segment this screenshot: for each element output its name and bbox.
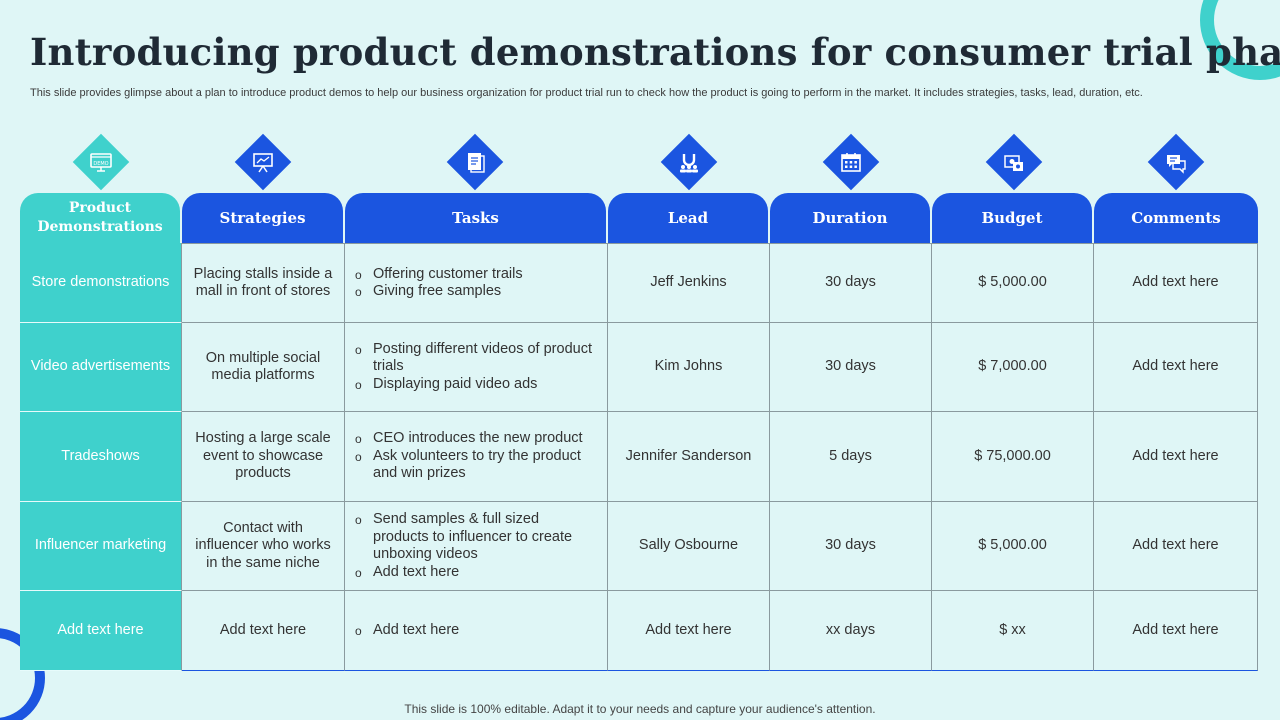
task-item: Add text here bbox=[355, 622, 459, 640]
row-duration: xx days bbox=[770, 591, 932, 671]
task-item: Add text here bbox=[355, 564, 597, 582]
task-item: Posting different videos of product tria… bbox=[355, 341, 597, 376]
footer-note: This slide is 100% editable. Adapt it to… bbox=[404, 702, 876, 716]
row-demo-name: Add text here bbox=[20, 591, 182, 671]
row-duration: 30 days bbox=[770, 502, 932, 591]
task-item: Giving free samples bbox=[355, 283, 523, 301]
header-budget: Budget bbox=[932, 193, 1092, 243]
row-duration: 30 days bbox=[770, 323, 932, 412]
row-strategy: On multiple social media platforms bbox=[182, 323, 345, 412]
row-tasks: Posting different videos of product tria… bbox=[345, 323, 608, 412]
budget-money-icon bbox=[985, 133, 1043, 191]
row-budget: $ 5,000.00 bbox=[932, 502, 1094, 591]
row-strategy: Add text here bbox=[182, 591, 345, 671]
row-budget: $ 7,000.00 bbox=[932, 323, 1094, 412]
row-comments: Add text here bbox=[1094, 412, 1258, 502]
row-lead: Sally Osbourne bbox=[608, 502, 770, 591]
header-comments: Comments bbox=[1094, 193, 1258, 243]
row-comments: Add text here bbox=[1094, 591, 1258, 671]
row-budget: $ xx bbox=[932, 591, 1094, 671]
header-tasks: Tasks bbox=[345, 193, 606, 243]
calendar-icon bbox=[822, 133, 880, 191]
task-item: Send samples & full sized products to in… bbox=[355, 511, 597, 564]
task-item: Offering customer trails bbox=[355, 266, 523, 284]
row-strategy: Contact with influencer who works in the… bbox=[182, 502, 345, 591]
header-lead: Lead bbox=[608, 193, 768, 243]
row-demo-name: Tradeshows bbox=[20, 412, 182, 502]
row-comments: Add text here bbox=[1094, 323, 1258, 412]
demo-screen-icon: DEMO bbox=[72, 133, 130, 191]
row-budget: $ 75,000.00 bbox=[932, 412, 1094, 502]
row-demo-name: Store demonstrations bbox=[20, 243, 182, 323]
task-item: Ask volunteers to try the product and wi… bbox=[355, 448, 597, 483]
comments-icon bbox=[1147, 133, 1205, 191]
row-lead: Jennifer Sanderson bbox=[608, 412, 770, 502]
row-tasks: Send samples & full sized products to in… bbox=[345, 502, 608, 591]
page-title: Introducing product demonstrations for c… bbox=[30, 30, 1280, 74]
row-lead: Add text here bbox=[608, 591, 770, 671]
row-tasks: Offering customer trails Giving free sam… bbox=[345, 243, 608, 323]
row-demo-name: Influencer marketing bbox=[20, 502, 182, 591]
row-budget: $ 5,000.00 bbox=[932, 243, 1094, 323]
row-comments: Add text here bbox=[1094, 502, 1258, 591]
task-document-icon bbox=[446, 133, 504, 191]
header-product-demonstrations: Product Demonstrations bbox=[20, 193, 180, 243]
demo-plan-table: Product Demonstrations Strategies Tasks … bbox=[20, 193, 1258, 671]
row-lead: Jeff Jenkins bbox=[608, 243, 770, 323]
task-item: Displaying paid video ads bbox=[355, 376, 597, 394]
header-strategies: Strategies bbox=[182, 193, 343, 243]
presentation-board-icon bbox=[234, 133, 292, 191]
row-lead: Kim Johns bbox=[608, 323, 770, 412]
header-duration: Duration bbox=[770, 193, 930, 243]
task-item: CEO introduces the new product bbox=[355, 430, 597, 448]
magnet-team-icon bbox=[660, 133, 718, 191]
row-tasks: CEO introduces the new product Ask volun… bbox=[345, 412, 608, 502]
row-duration: 30 days bbox=[770, 243, 932, 323]
row-comments: Add text here bbox=[1094, 243, 1258, 323]
header-icon-row: DEMO bbox=[20, 133, 1257, 191]
svg-text:DEMO: DEMO bbox=[93, 161, 108, 167]
row-strategy: Hosting a large scale event to showcase … bbox=[182, 412, 345, 502]
row-duration: 5 days bbox=[770, 412, 932, 502]
row-demo-name: Video advertisements bbox=[20, 323, 182, 412]
row-tasks: Add text here bbox=[345, 591, 608, 671]
page-subtitle: This slide provides glimpse about a plan… bbox=[30, 87, 1143, 99]
row-strategy: Placing stalls inside a mall in front of… bbox=[182, 243, 345, 323]
